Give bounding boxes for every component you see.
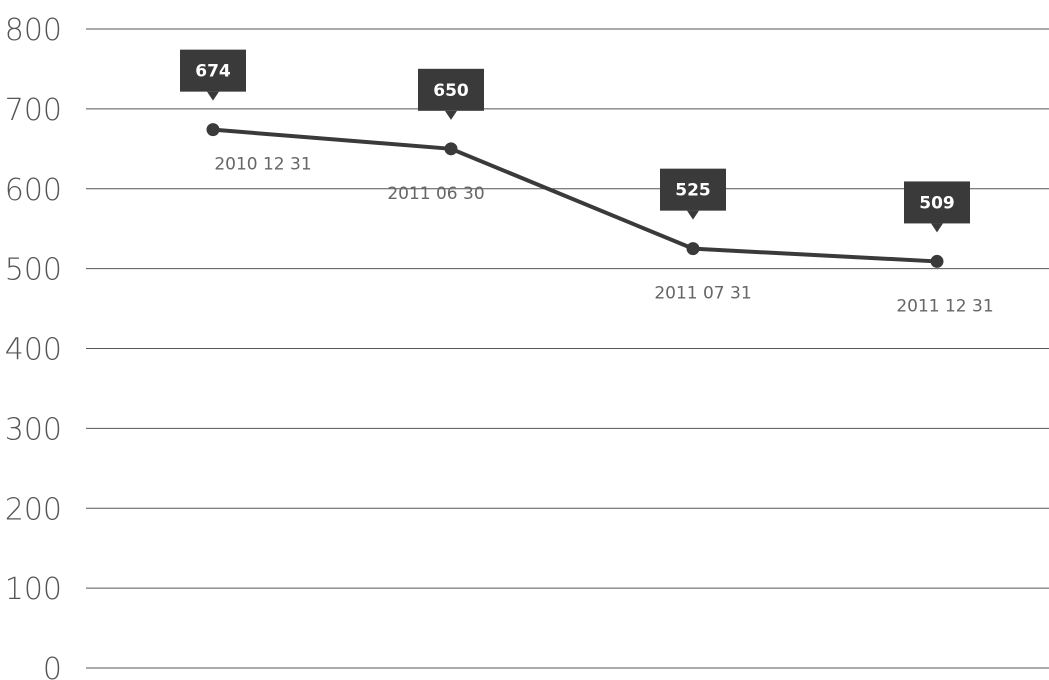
data-label: 650 bbox=[433, 81, 469, 101]
callout-box bbox=[660, 168, 726, 211]
y-axis-ticks: 0 100 200 300 400 500 600 700 800 bbox=[5, 13, 62, 680]
grid-lines bbox=[86, 28, 1049, 669]
data-label: 525 bbox=[675, 181, 711, 201]
series-group bbox=[206, 123, 944, 268]
y-tick-label: 500 bbox=[5, 253, 62, 288]
callout-box bbox=[904, 181, 970, 224]
y-tick-label: 600 bbox=[5, 173, 62, 208]
data-label-callout: 525 bbox=[660, 168, 726, 220]
data-labels: 674 650 525 509 bbox=[180, 49, 970, 233]
data-point bbox=[444, 142, 458, 156]
y-tick-label: 200 bbox=[5, 492, 62, 527]
data-point bbox=[206, 123, 220, 137]
data-label-callout: 650 bbox=[418, 68, 484, 120]
x-tick-label: 2011 12 31 bbox=[896, 296, 993, 316]
data-label-callout: 674 bbox=[180, 49, 246, 101]
callout-box bbox=[180, 49, 246, 92]
y-tick-label: 100 bbox=[5, 572, 62, 607]
y-tick-label: 0 bbox=[43, 652, 62, 680]
data-label: 674 bbox=[195, 62, 231, 82]
series-line bbox=[211, 127, 939, 264]
callout-pointer bbox=[207, 91, 219, 101]
callout-pointer bbox=[931, 223, 943, 233]
data-label-callout: 509 bbox=[904, 181, 970, 233]
y-tick-label: 400 bbox=[5, 333, 62, 368]
callout-pointer bbox=[687, 210, 699, 220]
callout-box bbox=[418, 68, 484, 111]
x-tick-label: 2011 07 31 bbox=[654, 284, 751, 304]
data-label: 509 bbox=[919, 193, 955, 213]
x-axis-labels: 2010 12 31 2011 06 30 2011 07 31 2011 12 31 bbox=[214, 155, 993, 317]
x-tick-label: 2011 06 30 bbox=[387, 184, 484, 204]
y-tick-label: 300 bbox=[5, 412, 62, 447]
y-tick-label: 700 bbox=[5, 93, 62, 128]
x-tick-label: 2010 12 31 bbox=[214, 155, 311, 175]
callout-pointer bbox=[445, 110, 457, 120]
y-tick-label: 800 bbox=[5, 13, 62, 48]
data-point bbox=[930, 254, 944, 268]
data-point bbox=[686, 242, 700, 256]
